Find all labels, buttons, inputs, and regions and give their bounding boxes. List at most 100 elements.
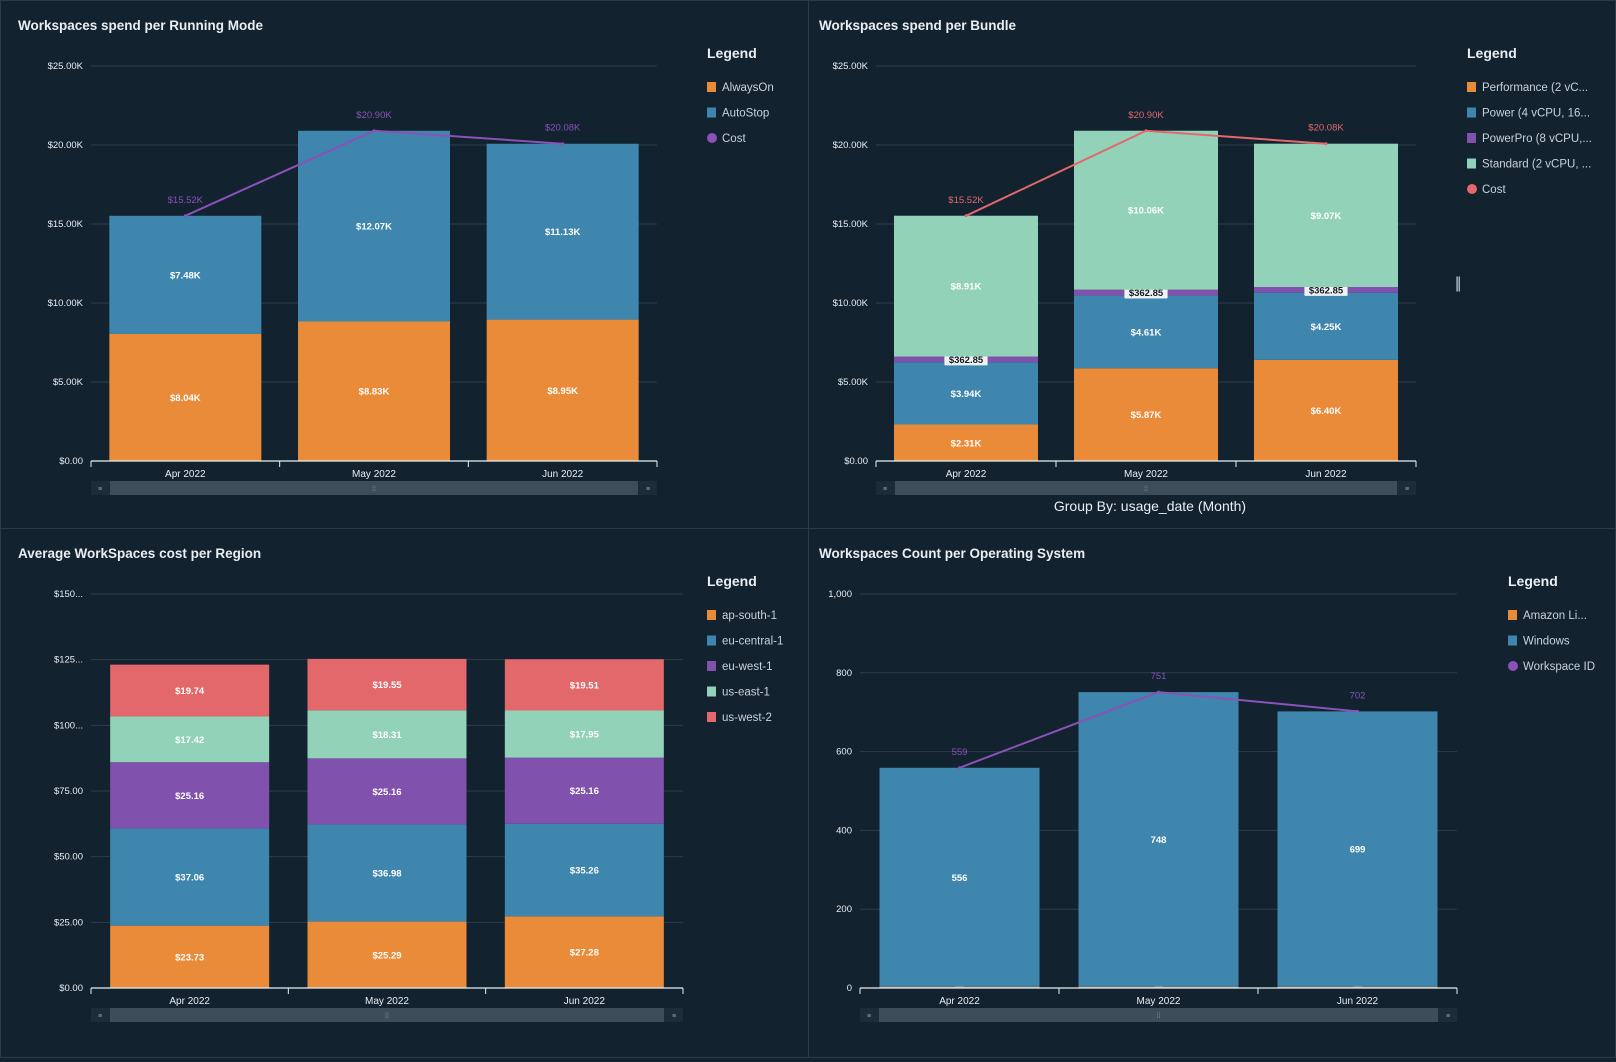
bar-segment[interactable] <box>504 757 664 824</box>
bar-segment[interactable] <box>486 319 639 461</box>
legend-item[interactable]: Amazon Li... <box>1523 610 1587 622</box>
legend-swatch-icon <box>1508 661 1518 671</box>
scrollbar-grip-icon[interactable]: ⁞⁞ <box>1157 1013 1161 1020</box>
line-point[interactable] <box>1144 129 1148 133</box>
scrollbar-thumb[interactable] <box>110 1008 664 1022</box>
legend-swatch-icon <box>1508 635 1517 646</box>
line-label: $15.52K <box>168 195 204 206</box>
bar-segment[interactable] <box>110 716 270 763</box>
line-point[interactable] <box>372 129 376 133</box>
bar-segment[interactable] <box>504 659 664 711</box>
bar-segment[interactable] <box>504 916 664 988</box>
bar-segment[interactable] <box>1254 143 1398 287</box>
bar-segment[interactable] <box>307 658 467 711</box>
scrollbar-left-handle-icon[interactable]: ≡ <box>883 486 887 493</box>
scrollbar-thumb[interactable] <box>895 481 1397 495</box>
scrollbar-left-handle-icon[interactable]: ≡ <box>867 1013 871 1020</box>
legend-item[interactable]: us-east-1 <box>722 687 770 699</box>
bar-segment[interactable] <box>307 710 467 759</box>
bar-segment[interactable] <box>504 823 664 917</box>
bar-segment[interactable] <box>110 664 270 717</box>
bar-segment[interactable] <box>894 424 1038 461</box>
scrollbar-left-handle-icon[interactable]: ≡ <box>98 1013 102 1020</box>
data-label: $3.94K <box>951 389 982 400</box>
y-tick-label: $10.00K <box>48 298 84 309</box>
legend-swatch-icon <box>1467 133 1476 143</box>
bar-segment[interactable] <box>110 762 270 829</box>
scrollbar-grip-icon[interactable]: ⁞⁞ <box>372 486 376 493</box>
scrollbar-right-handle-icon[interactable]: ≡ <box>1405 486 1409 493</box>
line-label: $20.08K <box>1308 123 1344 134</box>
bar-segment[interactable] <box>1074 368 1218 461</box>
y-tick-label: $125... <box>54 655 83 666</box>
data-label: $19.55 <box>372 680 402 691</box>
bar-segment[interactable] <box>504 710 664 758</box>
data-label: $10.06K <box>1128 206 1164 217</box>
legend-item[interactable]: Standard (2 vCPU, ... <box>1482 159 1591 171</box>
bar-segment[interactable] <box>486 143 639 320</box>
x-tick-label: Apr 2022 <box>946 469 987 480</box>
scrollbar-thumb[interactable] <box>879 1008 1438 1022</box>
scrollbar-right-handle-icon[interactable]: ≡ <box>646 486 650 493</box>
legend-item[interactable]: Cost <box>1482 184 1506 196</box>
y-tick-label: $75.00 <box>54 786 83 797</box>
legend-swatch-icon <box>707 610 716 620</box>
data-label: $362.85 <box>949 355 984 366</box>
line-point[interactable] <box>561 142 565 146</box>
scrollbar-right-handle-icon[interactable]: ≡ <box>672 1013 676 1020</box>
bar-segment[interactable] <box>110 828 270 926</box>
bar-segment[interactable] <box>109 333 262 461</box>
legend-item[interactable]: Cost <box>722 133 746 145</box>
y-tick-label: $5.00K <box>53 377 84 388</box>
x-tick-label: Apr 2022 <box>169 996 210 1007</box>
legend-item[interactable]: Workspace ID <box>1523 661 1595 673</box>
bar-segment[interactable] <box>307 758 467 825</box>
data-label: $36.98 <box>372 869 401 880</box>
bar-segment[interactable] <box>1078 692 1239 987</box>
legend-item[interactable]: ap-south-1 <box>722 610 777 622</box>
legend-swatch-icon <box>1508 610 1517 620</box>
bar-segment[interactable] <box>307 921 467 988</box>
legend-item[interactable]: Windows <box>1523 636 1570 648</box>
legend-item[interactable]: Power (4 vCPU, 16... <box>1482 108 1590 120</box>
legend-item[interactable]: Performance (2 vC... <box>1482 82 1588 94</box>
legend-item[interactable]: eu-west-1 <box>722 661 773 673</box>
legend-item[interactable]: AlwaysOn <box>722 82 774 94</box>
legend-item[interactable]: PowerPro (8 vCPU,... <box>1482 133 1592 145</box>
line-label: $20.90K <box>1128 110 1164 121</box>
bar-segment[interactable] <box>1074 130 1218 290</box>
group-by-label[interactable]: Group By: usage_date (Month) <box>1053 498 1247 514</box>
bar-segment[interactable] <box>1254 359 1398 461</box>
legend-item[interactable]: AutoStop <box>722 108 769 120</box>
y-tick-label: $25.00K <box>48 61 84 72</box>
bar-segment[interactable] <box>298 321 450 461</box>
line-point[interactable] <box>1324 142 1328 146</box>
line-point[interactable] <box>183 214 187 218</box>
legend-item[interactable]: eu-central-1 <box>722 636 783 648</box>
data-label: 748 <box>1151 835 1167 846</box>
bar-segment[interactable] <box>894 215 1038 357</box>
scrollbar-grip-icon[interactable]: ⁞⁞ <box>1144 486 1148 493</box>
line-point[interactable] <box>964 214 968 218</box>
scrollbar-grip-icon[interactable]: ⁞⁞ <box>385 1013 389 1020</box>
scrollbar-left-handle-icon[interactable]: ≡ <box>98 486 102 493</box>
bar-segment[interactable] <box>307 824 467 922</box>
line-point[interactable] <box>958 766 961 770</box>
bar-segment[interactable] <box>298 130 450 322</box>
legend-swatch-icon <box>707 82 716 92</box>
legend-item[interactable]: us-west-2 <box>722 712 772 724</box>
line-point[interactable] <box>1356 709 1359 713</box>
bar-segment[interactable] <box>110 925 270 988</box>
bar-segment[interactable] <box>1254 292 1398 360</box>
bar-segment[interactable] <box>109 215 262 334</box>
legend-swatch-icon <box>707 635 716 646</box>
bar-segment[interactable] <box>894 362 1038 425</box>
bar-segment[interactable] <box>879 767 1040 987</box>
data-label: 556 <box>952 873 968 884</box>
scrollbar-right-handle-icon[interactable]: ≡ <box>1446 1013 1450 1020</box>
bar-segment[interactable] <box>1277 711 1438 987</box>
line-point[interactable] <box>1157 690 1160 694</box>
pause-handle-icon[interactable]: || <box>1455 275 1461 292</box>
scrollbar-thumb[interactable] <box>110 481 638 495</box>
bar-segment[interactable] <box>1074 295 1218 369</box>
